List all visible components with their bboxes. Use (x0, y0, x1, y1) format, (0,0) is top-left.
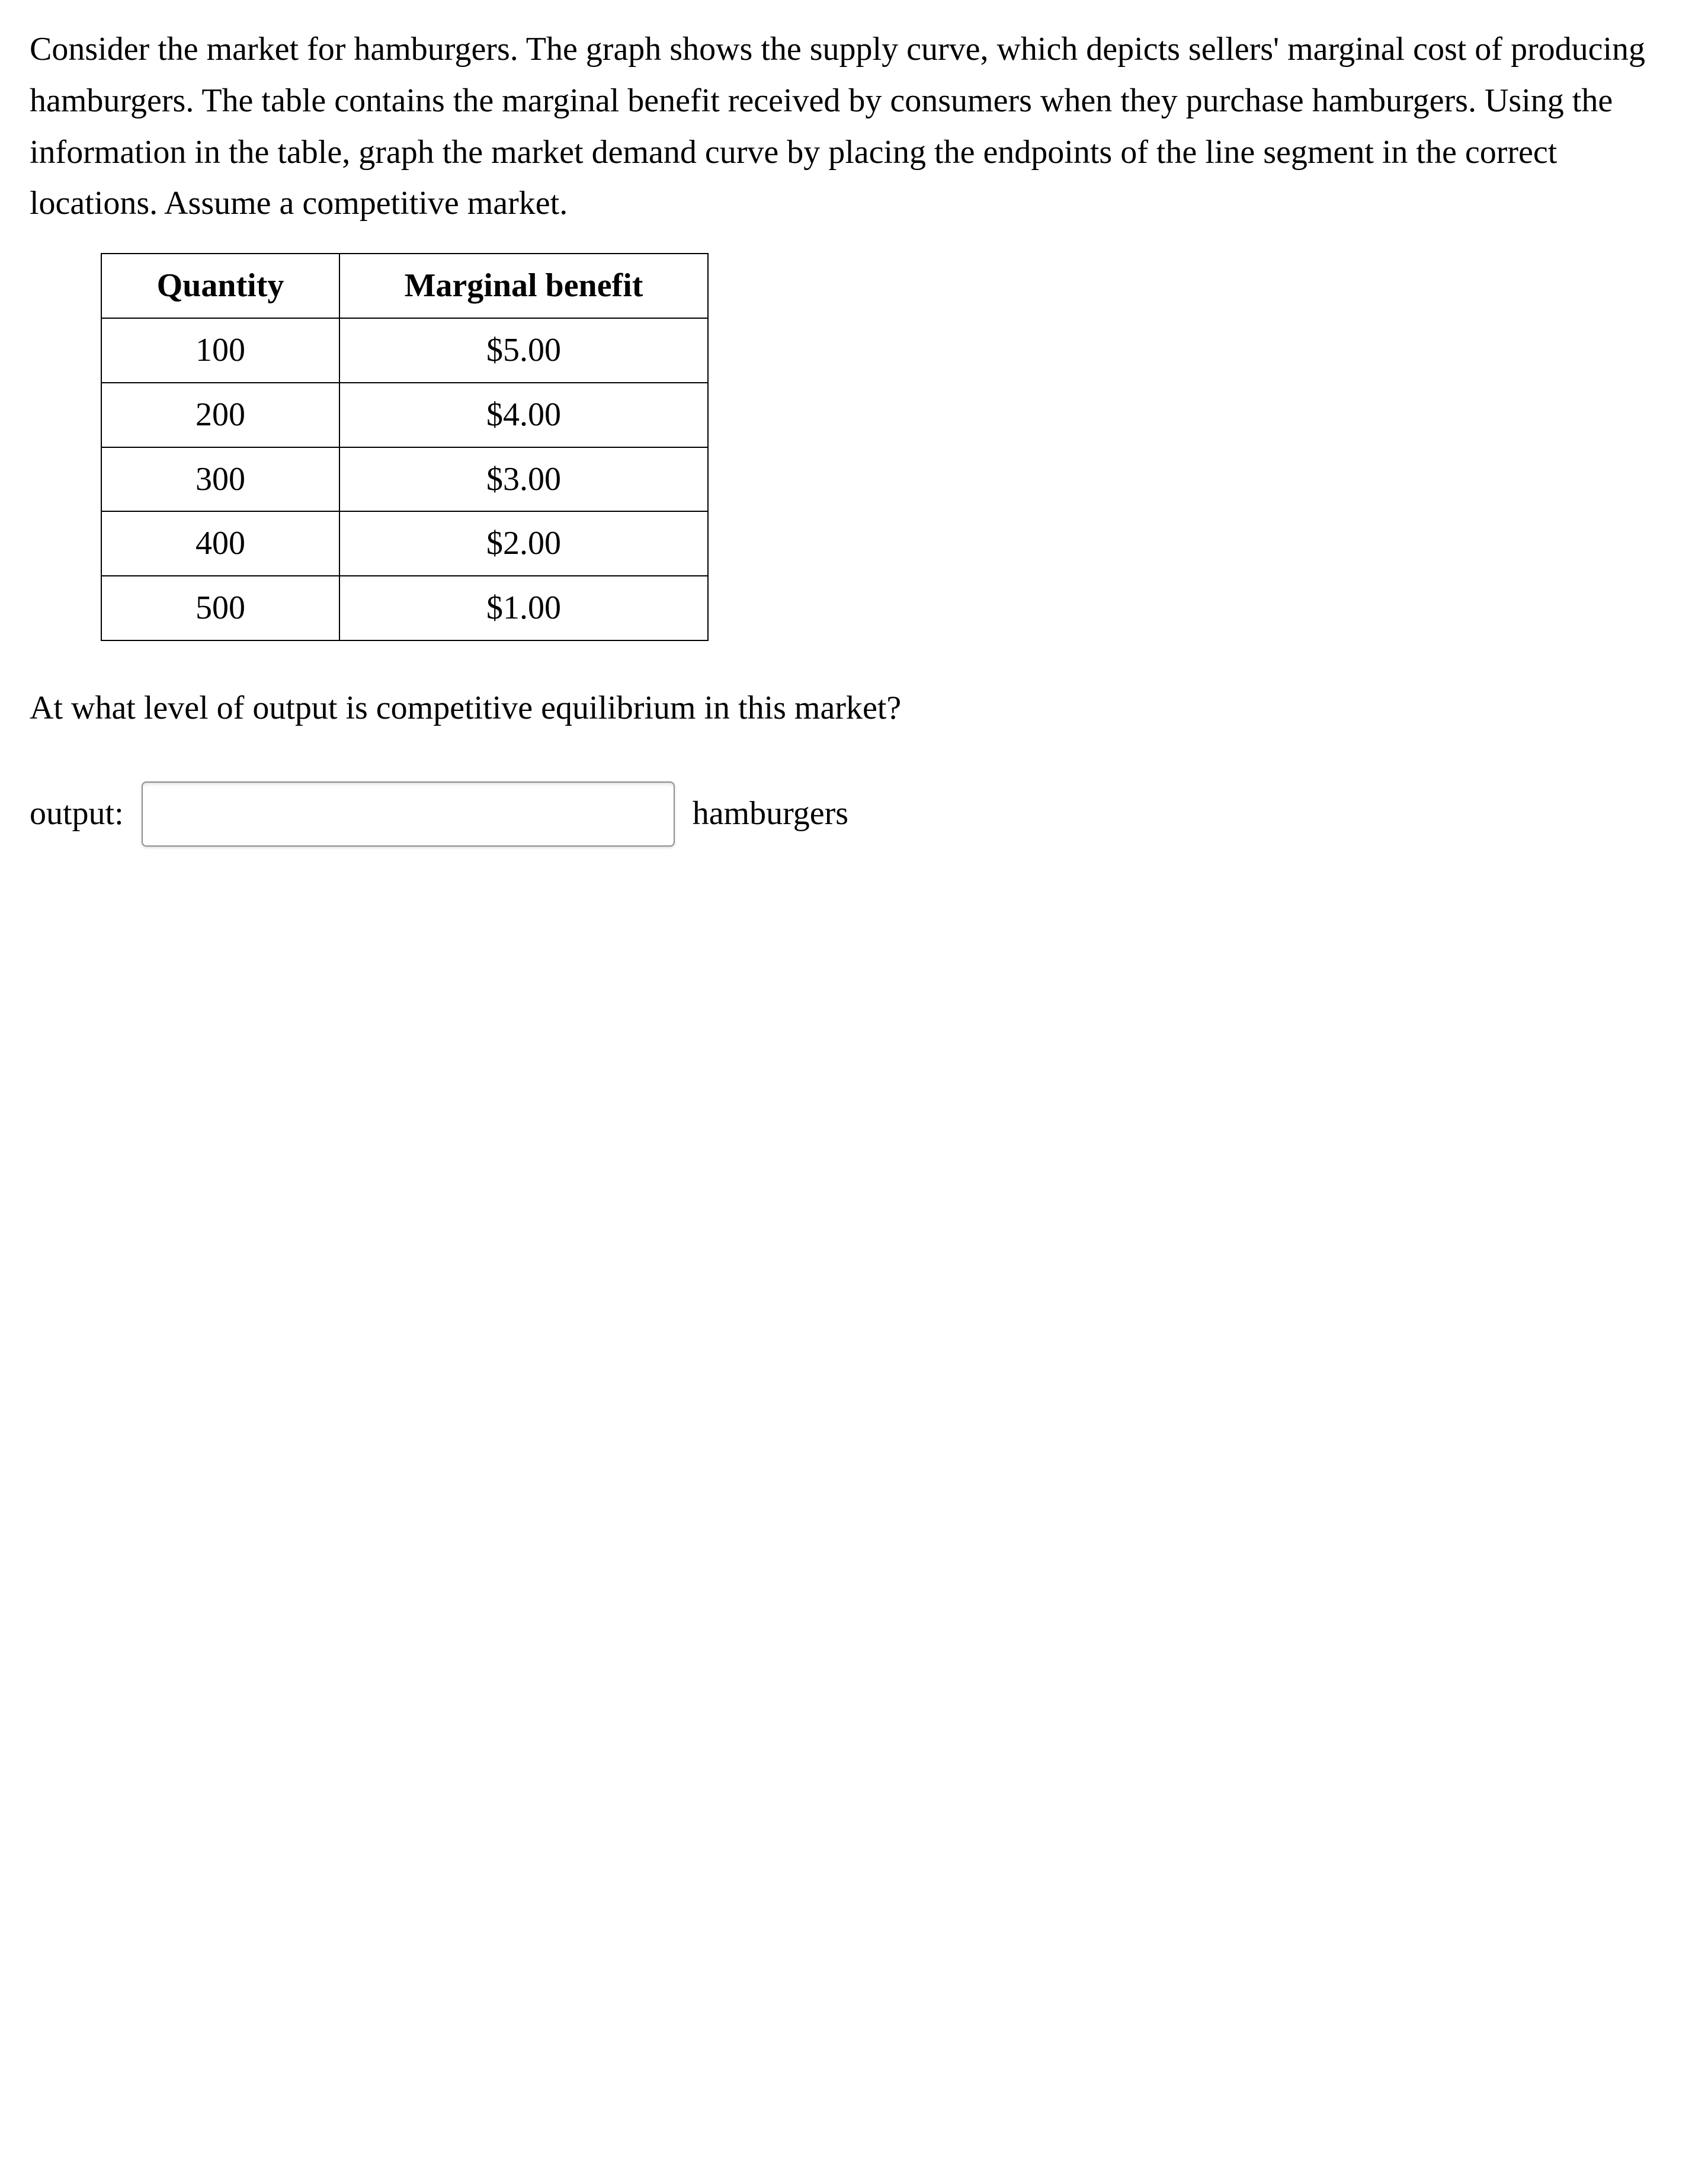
cell-quantity: 300 (101, 447, 339, 512)
col-header-marginal-benefit: Marginal benefit (339, 254, 708, 318)
table-row: 300 $3.00 (101, 447, 708, 512)
cell-quantity: 500 (101, 576, 339, 640)
cell-marginal-benefit: $2.00 (339, 511, 708, 576)
cell-quantity: 100 (101, 318, 339, 383)
cell-marginal-benefit: $4.00 (339, 383, 708, 447)
marginal-benefit-table: Quantity Marginal benefit 100 $5.00 200 … (101, 253, 709, 641)
output-label: output: (30, 788, 124, 840)
cell-marginal-benefit: $1.00 (339, 576, 708, 640)
table-header-row: Quantity Marginal benefit (101, 254, 708, 318)
answer-row: output: hamburgers (30, 781, 1678, 847)
cell-quantity: 200 (101, 383, 339, 447)
cell-marginal-benefit: $3.00 (339, 447, 708, 512)
output-input[interactable] (142, 781, 675, 847)
equilibrium-question: At what level of output is competitive e… (30, 683, 1678, 734)
table-row: 400 $2.00 (101, 511, 708, 576)
table-row: 500 $1.00 (101, 576, 708, 640)
cell-quantity: 400 (101, 511, 339, 576)
col-header-quantity: Quantity (101, 254, 339, 318)
table-row: 200 $4.00 (101, 383, 708, 447)
marginal-benefit-table-wrap: Quantity Marginal benefit 100 $5.00 200 … (101, 253, 1678, 641)
table-row: 100 $5.00 (101, 318, 708, 383)
problem-prompt: Consider the market for hamburgers. The … (30, 24, 1678, 229)
output-unit: hamburgers (693, 788, 848, 840)
cell-marginal-benefit: $5.00 (339, 318, 708, 383)
